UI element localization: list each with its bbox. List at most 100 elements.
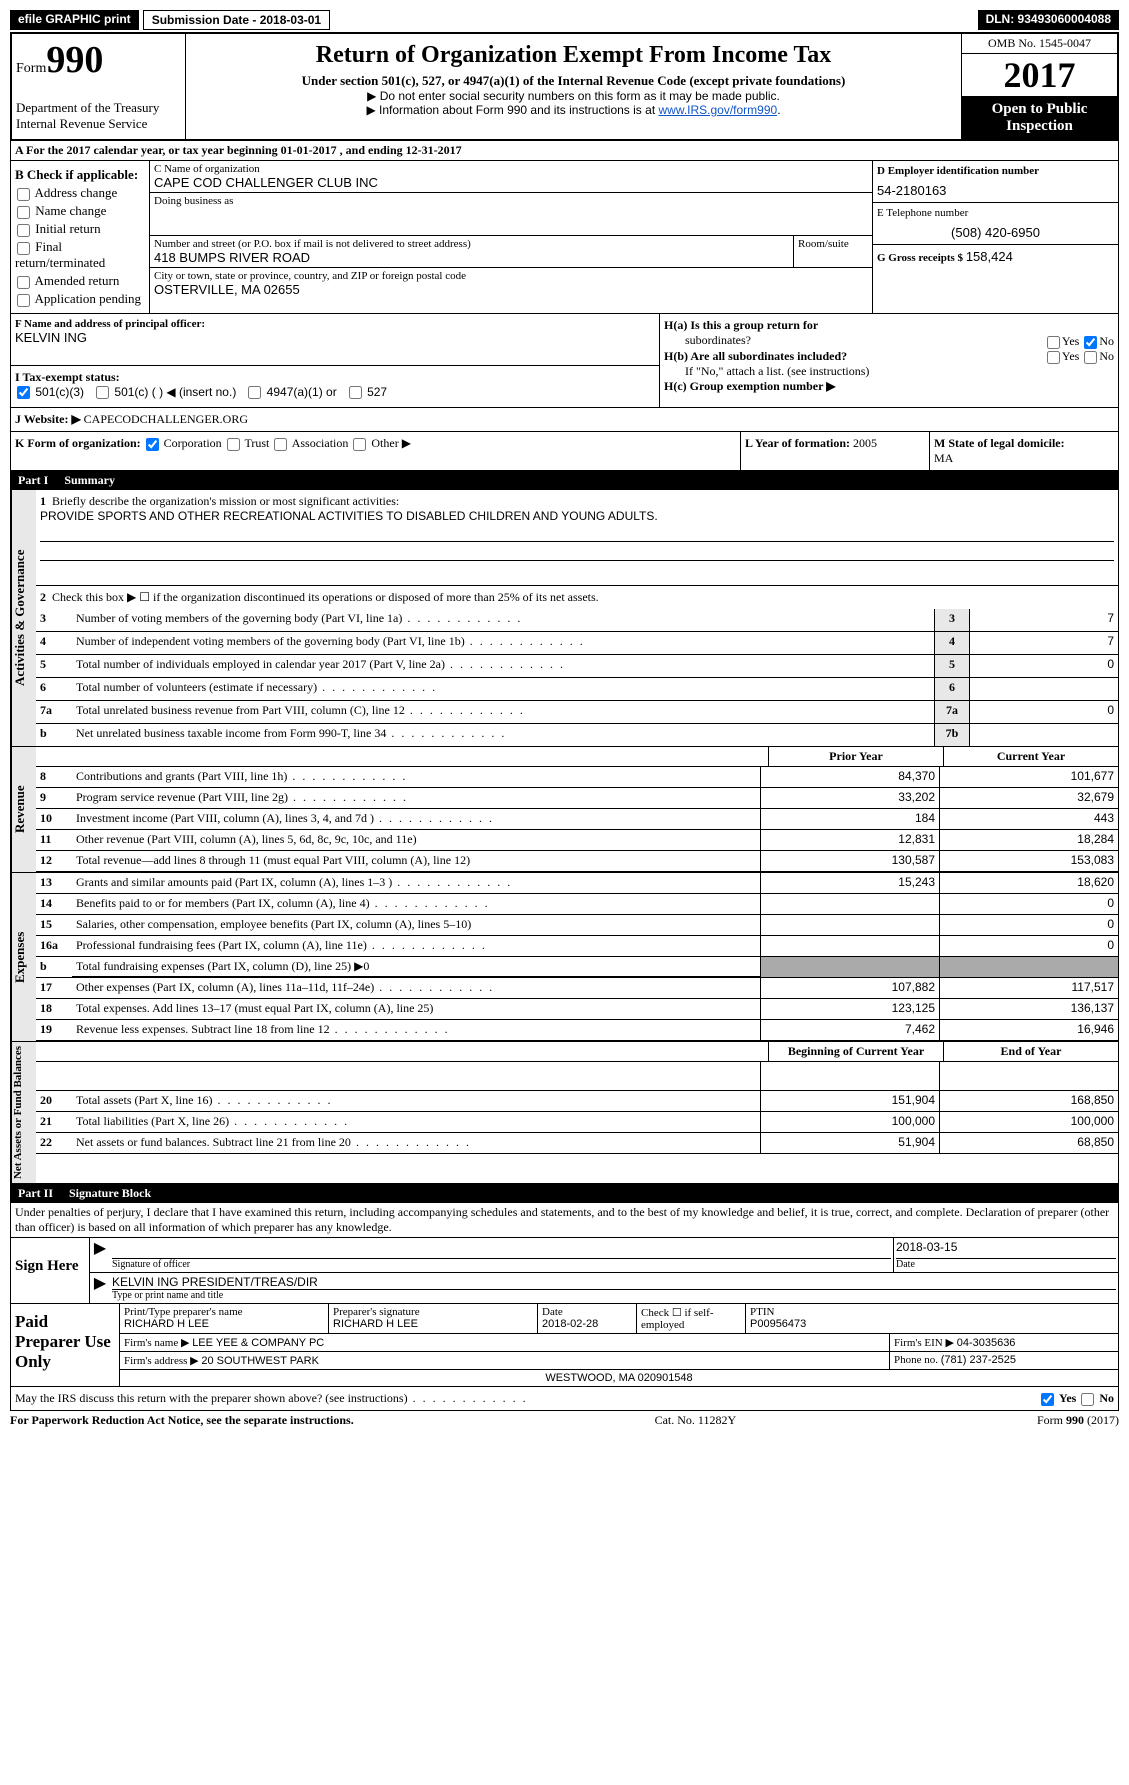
hb-no-label: No <box>1099 349 1114 363</box>
ha-no-checkbox[interactable] <box>1084 336 1097 349</box>
discuss-yes-label: Yes <box>1059 1391 1076 1405</box>
line-7a-box: 7a <box>934 701 969 723</box>
line-8-current: 101,677 <box>939 767 1118 787</box>
ein: 54-2180163 <box>877 183 1114 198</box>
side-label-revenue: Revenue <box>11 747 36 872</box>
line-6-box: 6 <box>934 678 969 700</box>
mission-label: Briefly describe the organization's miss… <box>52 494 399 508</box>
ha-yes-checkbox[interactable] <box>1047 336 1060 349</box>
line-4-num: 4 <box>40 634 46 648</box>
line-13-current: 18,620 <box>939 873 1118 893</box>
line-6: 6 Total number of volunteers (estimate i… <box>36 678 1118 701</box>
line-22-desc: Net assets or fund balances. Subtract li… <box>72 1133 760 1153</box>
line-12-prior: 130,587 <box>760 851 939 871</box>
line-7a-desc: Total unrelated business revenue from Pa… <box>72 701 934 723</box>
street-address: 418 BUMPS RIVER ROAD <box>154 250 789 265</box>
firm-addr: 20 SOUTHWEST PARK <box>201 1355 319 1367</box>
discuss-yes-checkbox[interactable] <box>1041 1393 1054 1406</box>
trust-checkbox[interactable] <box>227 438 240 451</box>
sign-date-label: Date <box>896 1259 1116 1270</box>
website-label: J Website: ▶ <box>15 412 81 426</box>
line-19-num: 19 <box>40 1022 52 1036</box>
line-17-prior: 107,882 <box>760 978 939 998</box>
form-ref: Form 990 (2017) <box>1037 1413 1119 1428</box>
hb-no-checkbox[interactable] <box>1084 351 1097 364</box>
year-formation: 2005 <box>853 436 877 450</box>
address-change-label: Address change <box>35 185 118 200</box>
4947-checkbox[interactable] <box>248 386 261 399</box>
line-3: 3 Number of voting members of the govern… <box>36 609 1118 632</box>
ptin-label: PTIN <box>750 1306 774 1318</box>
line-6-val <box>969 678 1118 700</box>
initial-return-checkbox[interactable] <box>17 224 30 237</box>
inspection-line2: Inspection <box>1006 118 1073 134</box>
line-14-prior <box>760 894 939 914</box>
line-19-current: 16,946 <box>939 1020 1118 1040</box>
line-7b-box: 7b <box>934 724 969 746</box>
line-5-num: 5 <box>40 657 46 671</box>
end-year-header: End of Year <box>943 1042 1118 1061</box>
current-year-header: Current Year <box>943 747 1118 766</box>
tax-year: 2017 <box>962 54 1117 97</box>
room-label: Room/suite <box>798 238 868 250</box>
header-center: Return of Organization Exempt From Incom… <box>186 34 961 139</box>
address-change-checkbox[interactable] <box>17 188 30 201</box>
corporation-label: Corporation <box>164 436 222 450</box>
line-16b-prior <box>760 957 939 977</box>
line-16b-num: b <box>40 959 47 973</box>
line-3-val: 7 <box>969 609 1118 631</box>
info-note: ▶ Information about Form 990 and its ins… <box>190 103 957 117</box>
line-15: 15 Salaries, other compensation, employe… <box>36 915 1118 936</box>
line-10-prior: 184 <box>760 809 939 829</box>
line-16b-desc: Total fundraising expenses (Part IX, col… <box>72 957 760 977</box>
amended-return-label: Amended return <box>35 273 120 288</box>
line-7a-val: 0 <box>969 701 1118 723</box>
line-15-prior <box>760 915 939 935</box>
discuss-no-checkbox[interactable] <box>1081 1393 1094 1406</box>
ssn-note: ▶ Do not enter social security numbers o… <box>190 89 957 103</box>
officer-name-title: KELVIN ING PRESIDENT/TREAS/DIR <box>112 1275 1116 1290</box>
sign-block: Sign Here ▶ Signature of officer 2018-03… <box>10 1237 1119 1304</box>
501c-checkbox[interactable] <box>96 386 109 399</box>
line-21-num: 21 <box>40 1114 52 1128</box>
line-16b-current <box>939 957 1118 977</box>
amended-return-checkbox[interactable] <box>17 276 30 289</box>
self-employed-check: Check ☐ if self-employed <box>637 1304 746 1333</box>
line-8-desc: Contributions and grants (Part VIII, lin… <box>72 767 760 787</box>
top-bar: efile GRAPHIC print Submission Date - 20… <box>10 10 1119 30</box>
ein-label: D Employer identification number <box>877 165 1039 177</box>
line-8: 8 Contributions and grants (Part VIII, l… <box>36 767 1118 788</box>
association-checkbox[interactable] <box>274 438 287 451</box>
line-5: 5 Total number of individuals employed i… <box>36 655 1118 678</box>
column-c: C Name of organization CAPE COD CHALLENG… <box>150 161 872 313</box>
state-domicile: MA <box>934 451 953 465</box>
line-8-num: 8 <box>40 769 46 783</box>
line-11-current: 18,284 <box>939 830 1118 850</box>
527-checkbox[interactable] <box>349 386 362 399</box>
irs: Internal Revenue Service <box>16 116 181 132</box>
501c3-checkbox[interactable] <box>17 386 30 399</box>
name-change-checkbox[interactable] <box>17 206 30 219</box>
line-18-desc: Total expenses. Add lines 13–17 (must eq… <box>72 999 760 1019</box>
final-return-checkbox[interactable] <box>17 242 30 255</box>
form-number: 990 <box>46 39 103 81</box>
initial-return-label: Initial return <box>35 221 100 236</box>
footer: For Paperwork Reduction Act Notice, see … <box>10 1411 1119 1430</box>
line-7b-desc: Net unrelated business taxable income fr… <box>72 724 934 746</box>
org-name-label: C Name of organization <box>154 163 868 175</box>
submission-date: Submission Date - 2018-03-01 <box>143 10 330 30</box>
line-10-current: 443 <box>939 809 1118 829</box>
line-20-current: 168,850 <box>939 1091 1118 1111</box>
other-checkbox[interactable] <box>353 438 366 451</box>
hb-yes-checkbox[interactable] <box>1047 351 1060 364</box>
hc-label: H(c) Group exemption number ▶ <box>664 379 835 393</box>
line-13-prior: 15,243 <box>760 873 939 893</box>
firm-addr-label: Firm's address ▶ <box>124 1355 199 1367</box>
application-pending-checkbox[interactable] <box>17 294 30 307</box>
application-pending-label: Application pending <box>35 291 142 306</box>
corporation-checkbox[interactable] <box>146 438 159 451</box>
dln: DLN: 93493060004088 <box>978 10 1119 30</box>
irs-link[interactable]: www.IRS.gov/form990 <box>658 103 777 117</box>
firm-ein-label: Firm's EIN ▶ <box>894 1337 954 1349</box>
line-10-desc: Investment income (Part VIII, column (A)… <box>72 809 760 829</box>
